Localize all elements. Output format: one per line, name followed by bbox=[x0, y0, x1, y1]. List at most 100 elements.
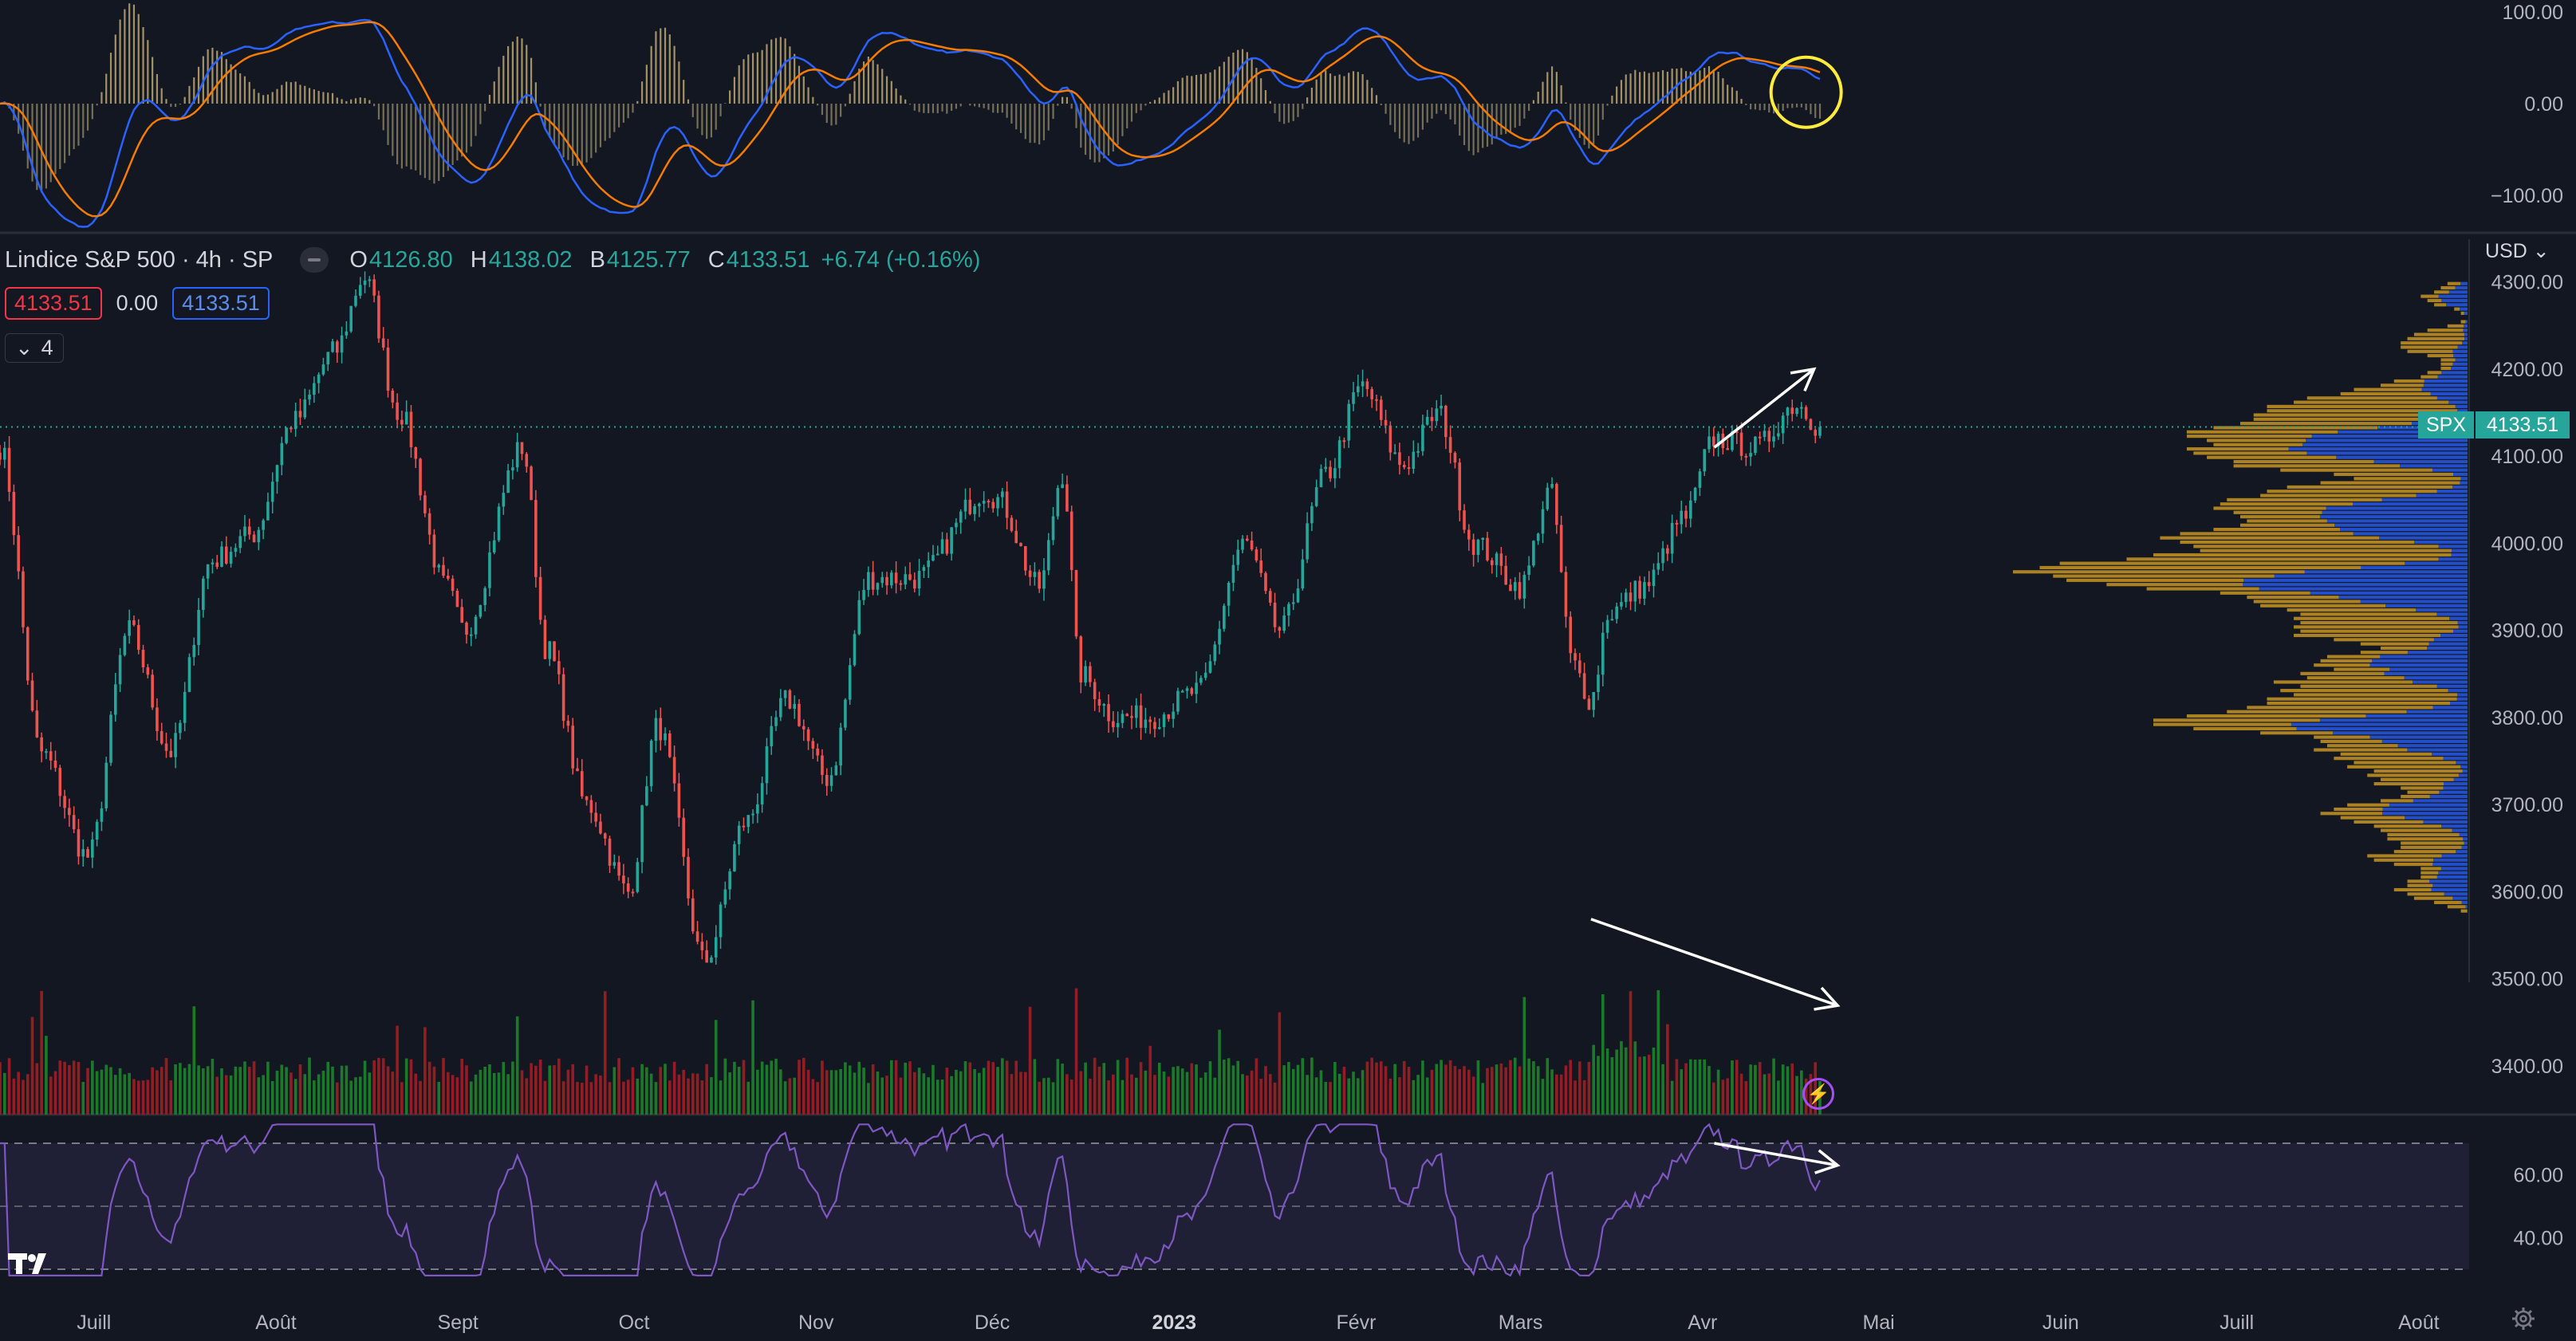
volume-bar bbox=[1430, 1069, 1434, 1115]
volume-bar bbox=[1781, 1064, 1785, 1115]
volume-profile-row bbox=[2438, 294, 2468, 298]
candle-body bbox=[396, 402, 399, 420]
candle-body bbox=[1578, 660, 1581, 674]
volume-profile-row bbox=[2353, 532, 2468, 536]
volume-profile-row bbox=[2407, 748, 2468, 752]
sell-price-button[interactable]: 4133.51 bbox=[5, 287, 102, 320]
volume-bar bbox=[603, 991, 607, 1115]
candle-body bbox=[742, 825, 746, 828]
volume-profile-row bbox=[2433, 858, 2468, 862]
candle-body bbox=[1522, 575, 1526, 599]
candle-body bbox=[404, 411, 408, 425]
volume-profile-row bbox=[2333, 731, 2468, 735]
volume-profile-row bbox=[2465, 905, 2468, 909]
candle-body bbox=[1375, 399, 1378, 401]
volume-bar bbox=[1716, 1069, 1720, 1115]
volume-bar bbox=[1361, 1070, 1365, 1115]
currency-selector[interactable]: USD ⌄ bbox=[2485, 240, 2550, 262]
tradingview-logo[interactable] bbox=[8, 1249, 64, 1280]
volume-bar bbox=[381, 1058, 385, 1115]
volume-profile-row bbox=[2432, 752, 2468, 756]
candle-body bbox=[1416, 450, 1420, 453]
candle-body bbox=[530, 466, 533, 501]
volume-profile-row bbox=[2401, 341, 2463, 345]
volume-bar bbox=[705, 1064, 708, 1115]
volume-bar bbox=[1763, 1074, 1767, 1115]
candle-body bbox=[553, 641, 556, 662]
volume-profile-row bbox=[2296, 726, 2468, 731]
volume-profile-row bbox=[2457, 620, 2468, 625]
volume-profile-row bbox=[2447, 905, 2466, 909]
volume-profile-row bbox=[2452, 362, 2468, 366]
candle-body bbox=[423, 495, 427, 513]
volume-profile-row bbox=[2436, 684, 2468, 688]
candle-body bbox=[1250, 540, 1254, 550]
candle-body bbox=[1042, 570, 1046, 589]
volume-profile-row bbox=[2300, 612, 2437, 616]
lightning-icon[interactable]: ⚡ bbox=[1802, 1078, 1834, 1110]
candle-body bbox=[451, 578, 455, 592]
volume-profile-row bbox=[2367, 773, 2459, 777]
candle-body bbox=[1490, 560, 1494, 565]
candle-body bbox=[220, 546, 223, 567]
symbol-title[interactable]: Lindice S&P 500 · 4h · SP bbox=[5, 246, 274, 273]
volume-profile-row bbox=[2441, 298, 2468, 303]
volume-profile-row bbox=[2458, 773, 2468, 777]
candle-body bbox=[561, 674, 565, 722]
candle-body bbox=[1786, 407, 1790, 416]
time-axis-label: Août bbox=[255, 1312, 296, 1334]
indicators-toggle[interactable]: ⌄ 4 bbox=[5, 333, 64, 363]
candle-body bbox=[1324, 466, 1328, 470]
candle-body bbox=[243, 526, 246, 537]
candle-body bbox=[798, 703, 801, 726]
volume-profile-row bbox=[2240, 515, 2320, 519]
volume-profile-row bbox=[2286, 485, 2452, 489]
candle-body bbox=[1028, 570, 1032, 577]
candle-body bbox=[321, 364, 325, 375]
candle-body bbox=[1735, 431, 1739, 433]
candle-body bbox=[465, 622, 468, 635]
settings-gear-icon[interactable] bbox=[2511, 1306, 2536, 1331]
candle-body bbox=[349, 305, 353, 332]
collapse-legend-button[interactable] bbox=[300, 247, 329, 273]
volume-bar bbox=[1010, 1074, 1014, 1115]
volume-bar bbox=[691, 1073, 695, 1115]
volume-profile-row bbox=[2106, 583, 2243, 587]
volume-profile-row bbox=[2465, 320, 2468, 324]
candle-body bbox=[1282, 615, 1286, 631]
volume-bar bbox=[336, 1082, 339, 1115]
candle-body bbox=[270, 482, 274, 502]
candle-body bbox=[1223, 605, 1226, 629]
volume-bar bbox=[982, 1068, 986, 1115]
volume-bar bbox=[164, 1058, 168, 1115]
volume-profile-row bbox=[2320, 481, 2460, 485]
volume-profile-row bbox=[2389, 803, 2468, 807]
candle-body bbox=[1051, 516, 1055, 541]
candle-body bbox=[317, 374, 321, 383]
candle-body bbox=[1135, 705, 1138, 718]
buy-price-button[interactable]: 4133.51 bbox=[172, 287, 270, 320]
volume-profile-row bbox=[2273, 680, 2413, 684]
volume-profile-row bbox=[2427, 298, 2442, 303]
candle-body bbox=[695, 931, 699, 942]
candle-body bbox=[502, 493, 506, 507]
volume-profile-row bbox=[2381, 828, 2452, 832]
volume-bar bbox=[1019, 1072, 1022, 1115]
volume-bar bbox=[1546, 1058, 1550, 1115]
candle-body bbox=[0, 452, 2, 460]
volume-bar bbox=[672, 1061, 676, 1115]
volume-bar bbox=[1112, 1074, 1115, 1115]
volume-profile-row bbox=[2311, 435, 2468, 438]
volume-bar bbox=[1153, 1075, 1156, 1115]
candle-body bbox=[664, 733, 667, 741]
volume-profile-row bbox=[2434, 290, 2449, 294]
candle-body bbox=[1620, 602, 1623, 607]
volume-profile-row bbox=[2438, 557, 2468, 561]
volume-profile-row bbox=[2454, 307, 2460, 311]
volume-profile-row bbox=[2186, 714, 2366, 718]
candle-body bbox=[668, 733, 672, 757]
volume-bar bbox=[1582, 1079, 1586, 1115]
candle-body bbox=[876, 583, 880, 590]
volume-profile-row bbox=[2437, 375, 2468, 379]
